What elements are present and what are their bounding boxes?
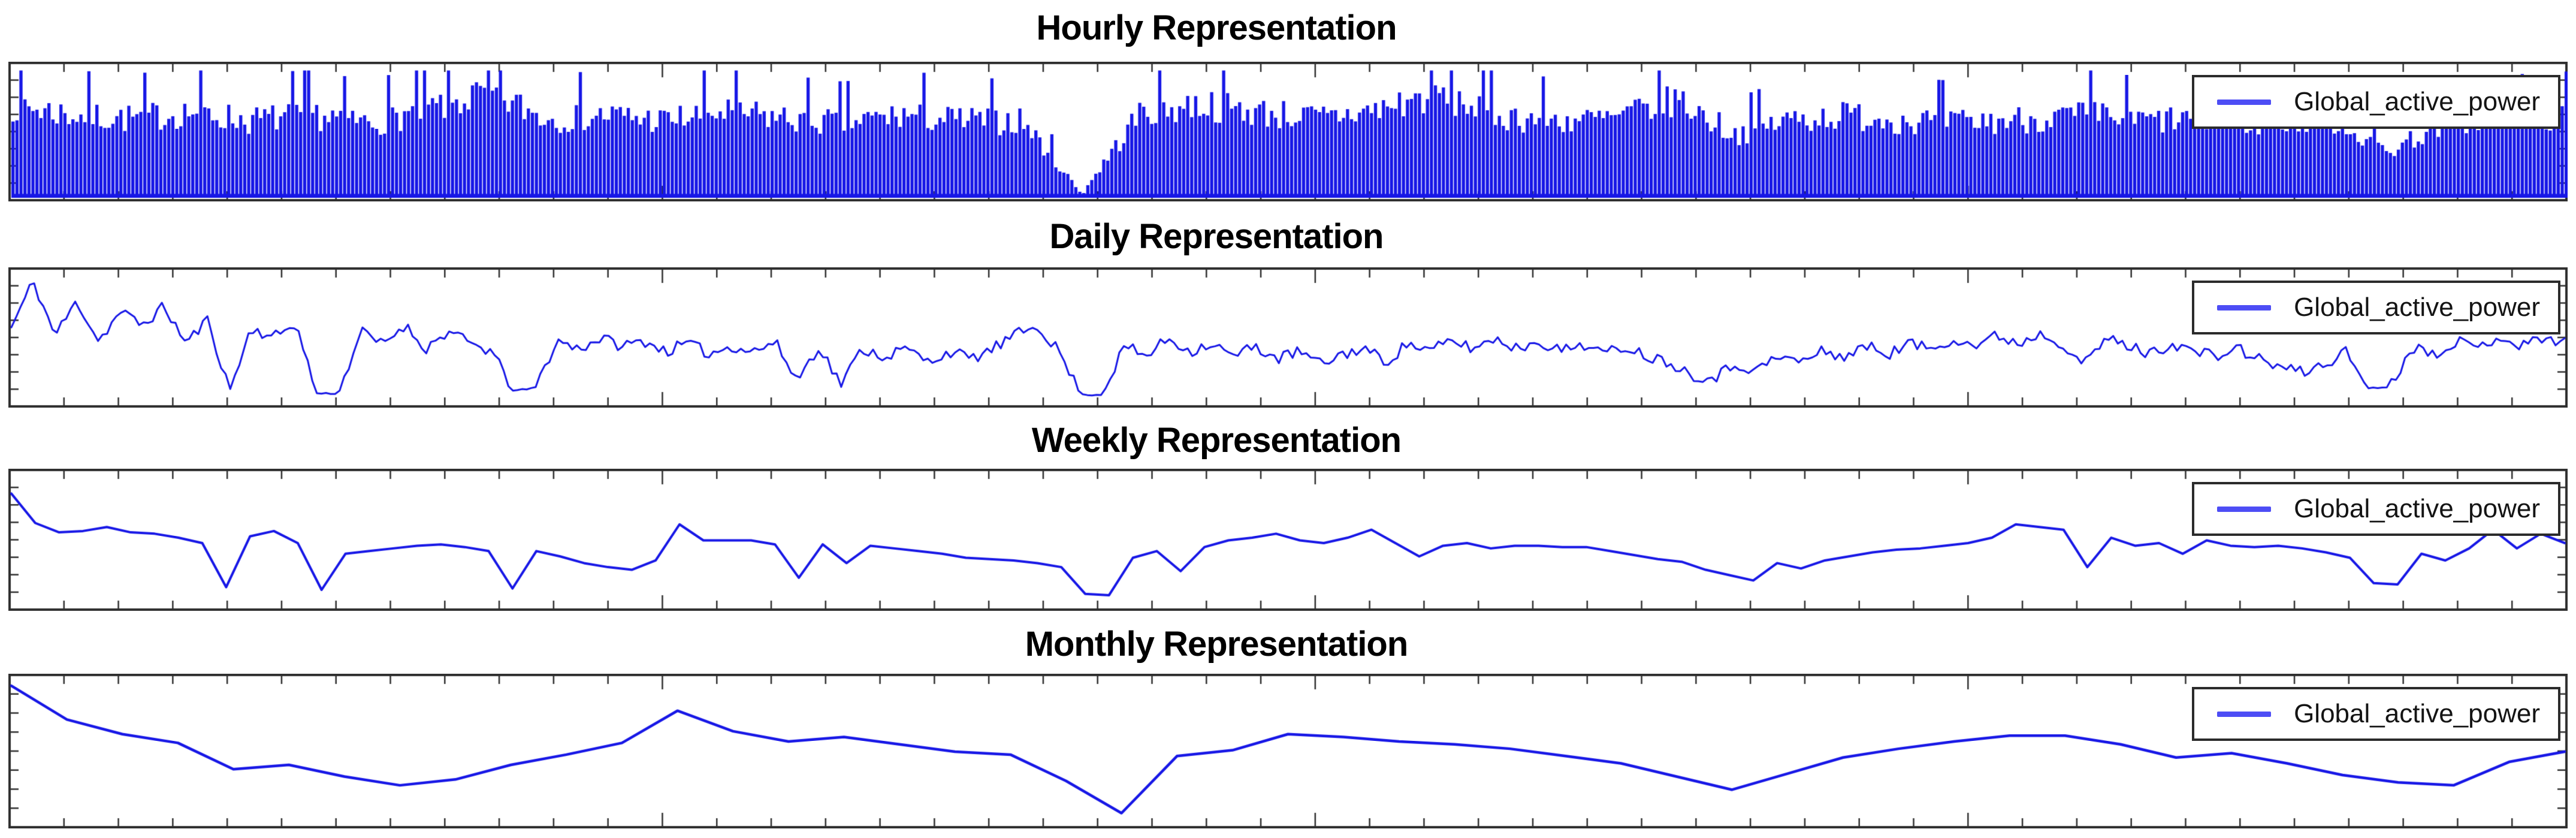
legend: Global_active_power bbox=[2192, 687, 2560, 741]
weekly-plot-canvas bbox=[8, 469, 2568, 611]
legend-line-sample bbox=[2217, 99, 2272, 105]
legend: Global_active_power bbox=[2192, 482, 2560, 536]
chart-title-hourly: Hourly Representation bbox=[1036, 8, 1397, 47]
plot-area-monthly: Global_active_power bbox=[8, 674, 2568, 828]
chart-title-daily: Daily Representation bbox=[1049, 217, 1384, 256]
daily-plot-canvas bbox=[8, 267, 2568, 408]
legend-line-sample bbox=[2217, 711, 2272, 717]
legend-label: Global_active_power bbox=[2294, 494, 2540, 523]
legend: Global_active_power bbox=[2192, 75, 2560, 129]
legend: Global_active_power bbox=[2192, 281, 2560, 334]
monthly-plot-canvas bbox=[8, 674, 2568, 828]
chart-title-monthly: Monthly Representation bbox=[1025, 625, 1409, 664]
plot-area-weekly: Global_active_power bbox=[8, 469, 2568, 611]
plot-area-daily: Global_active_power bbox=[8, 267, 2568, 408]
legend-label: Global_active_power bbox=[2294, 293, 2540, 322]
plot-area-hourly: Global_active_power bbox=[8, 62, 2568, 201]
hourly-plot-canvas bbox=[8, 62, 2568, 201]
legend-line-sample bbox=[2217, 506, 2272, 512]
legend-label: Global_active_power bbox=[2294, 699, 2540, 728]
legend-label: Global_active_power bbox=[2294, 87, 2540, 116]
chart-title-weekly: Weekly Representation bbox=[1031, 421, 1402, 460]
legend-line-sample bbox=[2217, 305, 2272, 311]
